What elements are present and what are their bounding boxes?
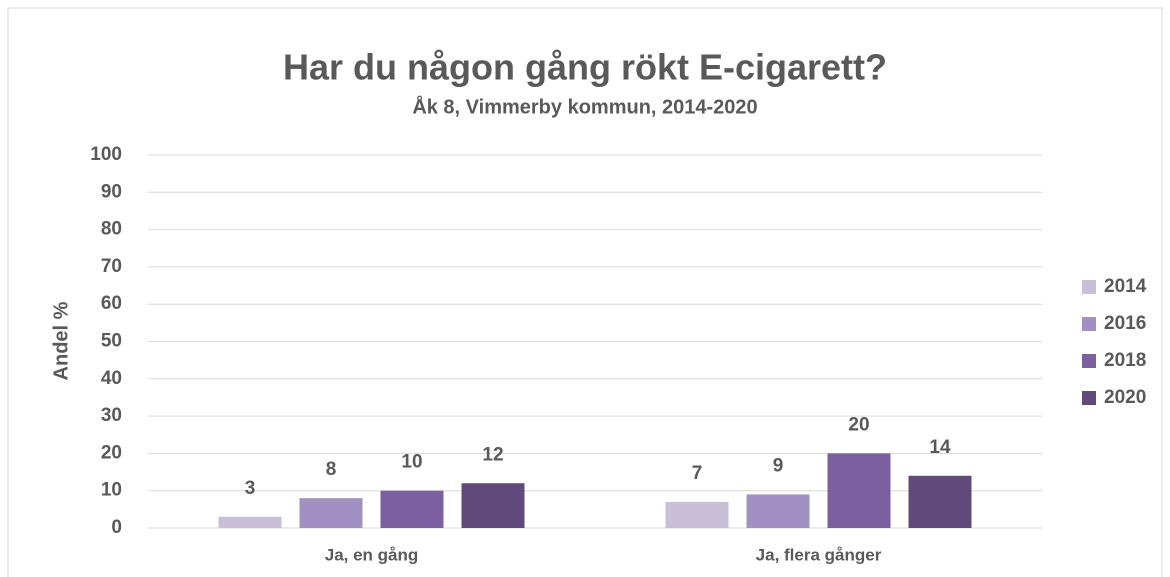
bar: [665, 501, 729, 528]
y-tick-label: 90: [101, 181, 122, 202]
data-label: 10: [401, 452, 422, 473]
data-label: 14: [929, 437, 951, 458]
data-label: 8: [326, 459, 337, 480]
x-tick-label: Ja, en gång: [325, 545, 419, 564]
bar: [746, 494, 810, 528]
legend-swatch: [1082, 317, 1096, 331]
legend-label: 2018: [1104, 350, 1146, 371]
bar: [218, 516, 282, 528]
y-tick-label: 10: [101, 480, 122, 501]
y-tick-label: 50: [101, 331, 122, 352]
legend-label: 2014: [1104, 276, 1147, 297]
chart-title: Har du någon gång rökt E-cigarett?: [283, 47, 887, 88]
y-axis-label: Andel %: [50, 301, 72, 380]
y-tick-label: 100: [90, 144, 122, 165]
legend-swatch: [1082, 354, 1096, 368]
y-tick-label: 60: [101, 293, 122, 314]
bar: [380, 490, 444, 528]
data-label: 3: [245, 478, 256, 499]
legend-swatch: [1082, 391, 1096, 405]
data-label: 20: [848, 414, 869, 435]
chart-subtitle: Åk 8, Vimmerby kommun, 2014-2020: [412, 94, 757, 118]
x-tick-label: Ja, flera gånger: [756, 545, 882, 564]
y-tick-label: 70: [101, 256, 122, 277]
y-tick-label: 40: [101, 368, 122, 389]
bar: [827, 453, 891, 528]
y-tick-label: 20: [101, 442, 122, 463]
data-label: 12: [482, 444, 503, 465]
chart-border: [7, 7, 1163, 577]
legend-label: 2020: [1104, 387, 1146, 408]
y-tick-label: 80: [101, 219, 122, 240]
data-label: 7: [692, 463, 703, 484]
bar: [299, 498, 363, 528]
bar: [461, 483, 525, 528]
legend-swatch: [1082, 280, 1096, 294]
y-tick-label: 30: [101, 405, 122, 426]
legend-label: 2016: [1104, 313, 1146, 334]
data-label: 9: [773, 455, 784, 476]
y-tick-label: 0: [111, 517, 122, 538]
bar: [908, 475, 972, 528]
